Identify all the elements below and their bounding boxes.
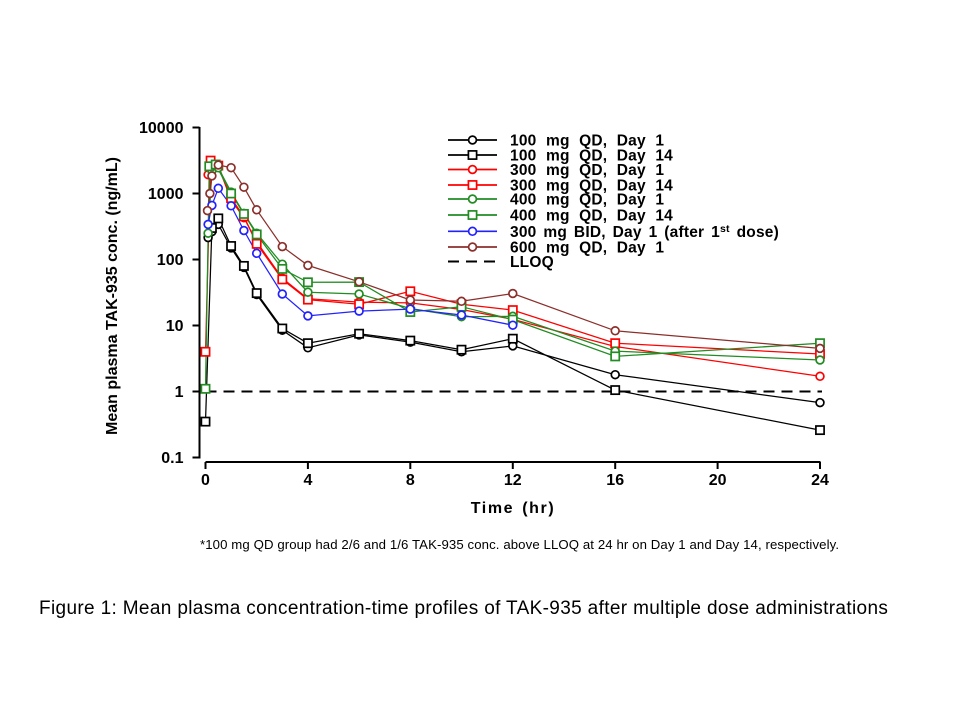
svg-text:Time (hr): Time (hr) xyxy=(471,500,556,517)
svg-text:0.1: 0.1 xyxy=(161,450,183,467)
svg-text:300 mg BID, Day 1 (after 1st d: 300 mg BID, Day 1 (after 1st dose) xyxy=(510,223,779,241)
svg-text:100 mg QD, Day 1: 100 mg QD, Day 1 xyxy=(510,133,664,150)
svg-text:20: 20 xyxy=(709,472,727,489)
svg-text:10000: 10000 xyxy=(139,120,184,137)
svg-text:*100 mg QD group had 2/6 and 1: *100 mg QD group had 2/6 and 1/6 TAK-935… xyxy=(200,537,839,552)
svg-text:1: 1 xyxy=(175,384,184,401)
svg-text:0: 0 xyxy=(201,472,210,489)
svg-text:100: 100 xyxy=(157,252,184,269)
svg-text:100 mg QD, Day 14: 100 mg QD, Day 14 xyxy=(510,148,673,165)
svg-text:300 mg QD, Day 14: 300 mg QD, Day 14 xyxy=(510,178,673,195)
svg-text:10: 10 xyxy=(166,318,184,335)
svg-text:300 mg QD, Day 1: 300 mg QD, Day 1 xyxy=(510,162,664,179)
svg-text:16: 16 xyxy=(606,472,624,489)
svg-text:400 mg QD, Day 1: 400 mg QD, Day 1 xyxy=(510,192,664,209)
svg-text:600 mg QD, Day 1: 600 mg QD, Day 1 xyxy=(510,240,664,257)
svg-text:4: 4 xyxy=(303,472,312,489)
svg-text:1000: 1000 xyxy=(148,186,184,203)
svg-text:8: 8 xyxy=(406,472,415,489)
svg-text:LLOQ: LLOQ xyxy=(510,254,554,271)
svg-text:400 mg QD, Day 14: 400 mg QD, Day 14 xyxy=(510,208,673,225)
svg-text:Mean plasma TAK-935 conc. (ng/: Mean plasma TAK-935 conc. (ng/mL) xyxy=(104,157,121,435)
svg-text:24: 24 xyxy=(811,472,829,489)
svg-text:12: 12 xyxy=(504,472,522,489)
svg-text:Figure 1: Mean plasma concentr: Figure 1: Mean plasma concentration-time… xyxy=(39,598,888,619)
